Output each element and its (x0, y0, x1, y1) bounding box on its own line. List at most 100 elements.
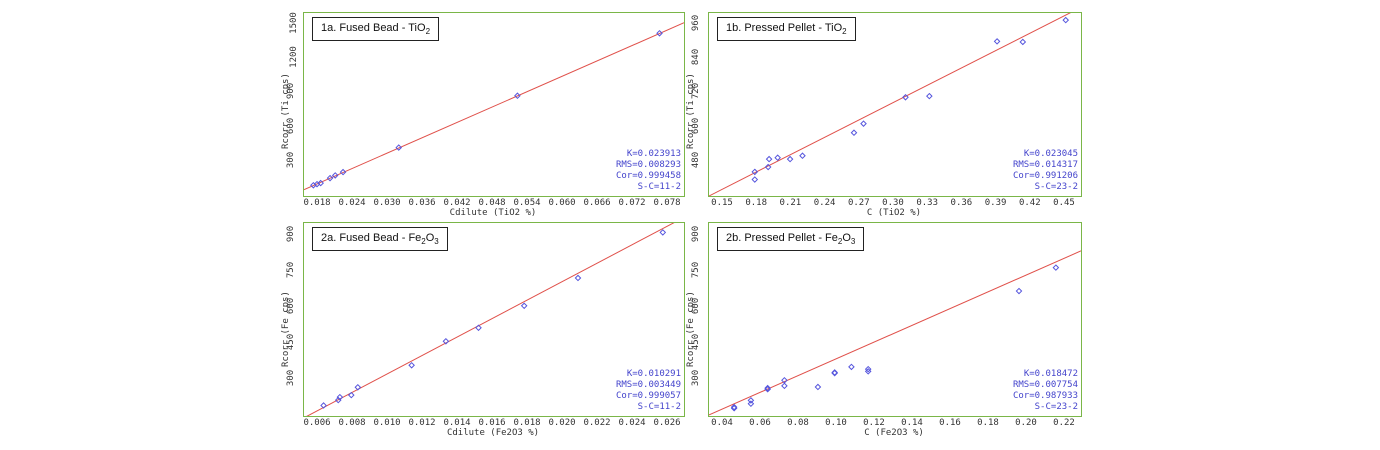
plot-svg (709, 13, 1071, 196)
x-tick-label: 0.18 (977, 418, 999, 428)
stat-line: RMS=0.007754 (1012, 380, 1078, 390)
data-point (860, 120, 867, 127)
x-tick-label: 0.018 (303, 198, 331, 208)
x-tick-label: 0.024 (618, 418, 646, 428)
stat-line: RMS=0.014317 (1012, 160, 1078, 170)
regression-line (709, 250, 1081, 416)
x-tick-label: 0.24 (813, 198, 836, 208)
chart-title-1a: 1a. Fused Bead - TiO2 (312, 17, 440, 42)
y-tick-label: 900 (286, 83, 297, 100)
y-tick-label: 300 (691, 369, 702, 387)
data-point (774, 154, 781, 162)
stat-line: S-C=23-2 (1034, 402, 1078, 412)
data-point (1052, 264, 1060, 271)
y-tick-label: 600 (286, 117, 297, 134)
title-text-2: O (842, 232, 851, 244)
chart-title-1b: 1b. Pressed Pellet - TiO2 (717, 17, 856, 42)
x-tick-label: 0.22 (1053, 418, 1075, 428)
stat-line: K=0.023045 (1023, 149, 1078, 159)
data-point (336, 393, 344, 401)
data-point (765, 155, 773, 163)
y-tick-label: 300 (286, 369, 297, 387)
stat-line: S-C=11-2 (637, 402, 681, 412)
chart-title-2a: 2a. Fused Bead - Fe2O3 (312, 227, 448, 252)
y-tick-label: 750 (691, 261, 702, 278)
y-tick-label: 480 (691, 151, 702, 168)
stat-line: K=0.023913 (626, 149, 681, 159)
data-point (514, 92, 521, 100)
fit-statistics: K=0.010291 RMS=0.003449 Cor=0.999057 S-C=11… (616, 369, 681, 413)
x-tick-label: 0.39 (984, 198, 1007, 208)
title-text: 1b. Pressed Pellet - TiO (726, 22, 843, 34)
y-tick-label: 900 (691, 225, 702, 242)
regression-line (306, 223, 675, 416)
x-tick-label: 0.36 (950, 198, 973, 208)
x-tick-label: 0.20 (1015, 418, 1037, 428)
x-tick-label: 0.27 (847, 198, 870, 208)
y-tick-label: 600 (691, 297, 702, 314)
x-tick-label: 0.066 (583, 198, 611, 208)
x-tick-label: 0.060 (548, 198, 576, 208)
data-point (331, 172, 339, 179)
plot-area-2b: 2b. Pressed Pellet - Fe2O3 K=0.018472 RMS=… (708, 222, 1082, 417)
data-point (764, 384, 771, 392)
x-tick-label: 0.42 (1018, 198, 1041, 208)
plot-svg (306, 223, 675, 416)
data-point (656, 29, 663, 37)
plot-svg (709, 250, 1081, 416)
x-axis-label: C (TiO2 %) (866, 208, 922, 218)
data-point (659, 229, 667, 236)
title-subscript-2: 3 (434, 237, 439, 247)
x-tick-label: 0.012 (408, 418, 436, 428)
data-point (831, 369, 838, 376)
data-point (1019, 38, 1027, 46)
data-point (320, 402, 327, 409)
title-subscript: 2 (425, 27, 431, 37)
x-tick-label: 0.33 (916, 198, 939, 208)
chart-title-2b: 2b. Pressed Pellet - Fe2O3 (717, 227, 865, 252)
y-tick-label: 1200 (288, 46, 299, 69)
x-tick-label: 0.15 (711, 198, 733, 208)
data-point (751, 168, 759, 176)
x-tick-label: 0.048 (478, 198, 506, 208)
data-point (1015, 287, 1023, 295)
x-tick-label: 0.008 (338, 418, 366, 428)
x-tick-label: 0.10 (825, 418, 847, 428)
data-point (751, 176, 759, 183)
title-subscript-2: 3 (850, 237, 856, 247)
x-tick-label: 0.30 (882, 198, 904, 208)
y-tick-label: 450 (286, 333, 297, 350)
stat-line: RMS=0.003449 (615, 380, 681, 390)
data-point (747, 397, 755, 404)
x-tick-label: 0.030 (373, 198, 401, 208)
data-point (747, 400, 755, 408)
regression-line (709, 13, 1071, 196)
data-point (347, 391, 355, 399)
data-point (864, 365, 872, 373)
data-point (339, 168, 347, 176)
data-point (475, 324, 482, 332)
data-point (799, 152, 806, 160)
x-tick-label: 0.036 (408, 198, 436, 208)
data-point (395, 144, 403, 151)
data-point (848, 363, 855, 371)
x-tick-label: 0.16 (939, 418, 961, 428)
x-tick-label: 0.078 (653, 198, 681, 208)
x-tick-label: 0.14 (901, 418, 923, 428)
title-subscript: 2 (837, 237, 843, 247)
x-tick-label: 0.054 (513, 198, 541, 208)
y-tick-label: 900 (286, 225, 297, 242)
title-subscript: 2 (842, 27, 847, 37)
x-tick-label: 0.014 (443, 418, 471, 428)
title-text: 1a. Fused Bead - TiO (321, 22, 426, 34)
stat-line: K=0.010291 (626, 369, 681, 379)
data-point (993, 38, 1001, 45)
data-point (786, 155, 794, 163)
x-tick-label: 0.45 (1053, 198, 1075, 208)
data-point (1062, 16, 1070, 24)
y-tick-label: 600 (286, 297, 297, 314)
data-point (850, 129, 858, 137)
x-tick-label: 0.072 (618, 198, 646, 208)
plot-area-1b: 1b. Pressed Pellet - TiO2 K=0.023045 RMS=0… (708, 12, 1082, 197)
title-subscript: 2 (421, 237, 426, 247)
